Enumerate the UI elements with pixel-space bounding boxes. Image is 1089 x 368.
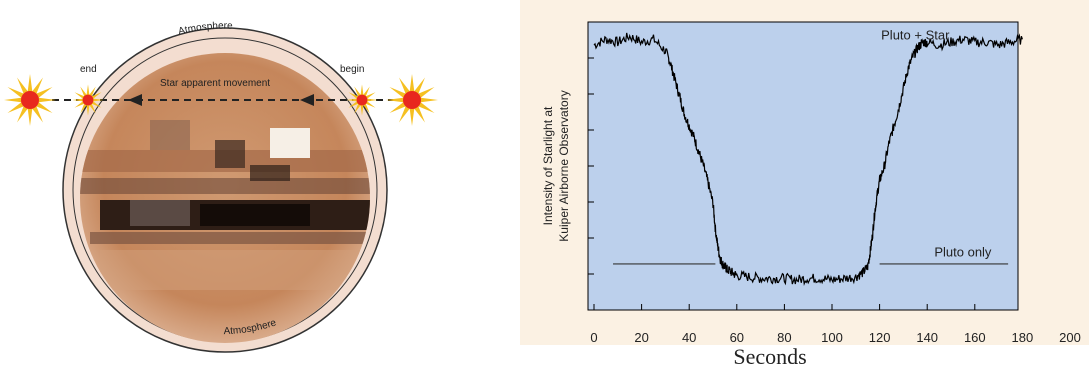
begin-label: begin xyxy=(340,64,364,75)
x-tick-label: 40 xyxy=(682,330,696,345)
x-tick-label: 160 xyxy=(964,330,986,345)
movement-label: Star apparent movement xyxy=(160,78,270,89)
x-tick-label: 60 xyxy=(730,330,744,345)
x-tick-label: 80 xyxy=(777,330,791,345)
chart-annotation: Pluto only xyxy=(934,245,992,260)
arrow-left-icon xyxy=(128,94,142,106)
x-tick-label: 180 xyxy=(1012,330,1034,345)
star-icon xyxy=(72,84,104,116)
arrow-left-icon xyxy=(300,94,314,106)
star-icon xyxy=(4,74,56,126)
x-tick-label: 0 xyxy=(590,330,597,345)
occultation-diagram: Atmosphere Atmosphere end begin Star app… xyxy=(4,21,438,353)
star-icon xyxy=(346,84,378,116)
x-tick-label: 100 xyxy=(821,330,843,345)
y-axis-label-line-1: Intensity of Starlight at xyxy=(541,106,555,225)
x-tick-label: 20 xyxy=(634,330,648,345)
star-icon xyxy=(386,74,438,126)
series-line-starlight-intensity xyxy=(593,32,1023,286)
x-tick-label: 120 xyxy=(869,330,891,345)
end-label: end xyxy=(80,64,97,75)
y-axis-label-line-2: Kuiper Airborne Observatory xyxy=(557,90,571,241)
pluto-planet xyxy=(80,53,370,343)
chart-annotation: Pluto + Star xyxy=(881,27,950,42)
plot-area xyxy=(587,21,1019,311)
x-tick-label: 200 xyxy=(1059,330,1081,345)
x-axis-label: Seconds xyxy=(733,344,806,368)
light-curve-chart: 0 20 40 60 80 100 120 140 160 180 200 Pluto + Star… xyxy=(520,0,1089,368)
x-tick-label: 140 xyxy=(916,330,938,345)
